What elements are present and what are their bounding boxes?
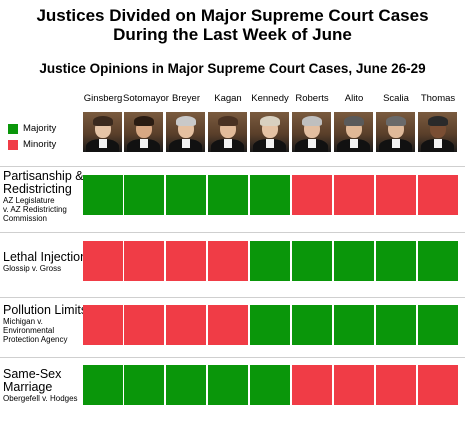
opinion-cell-alito-minority [334, 365, 374, 405]
portrait-collar [308, 139, 316, 148]
case-title-line: Marriage [3, 380, 53, 394]
justice-portrait-sotomayor [124, 112, 163, 152]
justice-name-sotomayor: Sotomayor [123, 93, 169, 104]
opinion-cell-breyer-majority [166, 175, 206, 215]
portrait-collar [434, 139, 442, 148]
portrait-collar [99, 139, 107, 148]
justice-portrait-scalia [376, 112, 415, 152]
justice-name-kagan: Kagan [214, 93, 242, 104]
chart-title-line-2: During the Last Week of June [113, 25, 352, 44]
case-citation-line: Glossip v. Gross [3, 264, 62, 273]
legend-swatch-minority [8, 140, 18, 150]
opinion-cell-scalia-minority [376, 175, 416, 215]
portrait-hair [218, 116, 238, 126]
justice-name-alito: Alito [344, 93, 364, 104]
opinion-cell-alito-majority [334, 241, 374, 281]
portrait-hair [302, 116, 322, 126]
case-title-line: Redistricting [3, 182, 72, 196]
opinion-cell-kagan-minority [208, 305, 248, 345]
opinion-cell-roberts-minority [292, 365, 332, 405]
portrait-collar [224, 139, 232, 148]
justice-name-scalia: Scalia [383, 93, 409, 104]
legend-swatch-majority [8, 124, 18, 134]
portrait-collar [266, 139, 274, 148]
case-title-line: Pollution Limits [3, 303, 88, 317]
portrait-hair [93, 116, 113, 126]
opinion-cell-alito-majority [334, 305, 374, 345]
portrait-hair [428, 116, 448, 126]
justice-portrait-breyer [166, 112, 205, 152]
portrait-hair [134, 116, 154, 126]
opinion-cell-sotomayor-minority [124, 241, 164, 281]
opinion-cell-breyer-minority [166, 305, 206, 345]
case-citation-line: Protection Agency [3, 335, 68, 344]
portrait-collar [350, 139, 358, 148]
opinion-cell-kennedy-majority [250, 175, 290, 215]
row-divider [0, 357, 465, 358]
justice-portrait-roberts [292, 112, 331, 152]
justice-portrait-kagan [208, 112, 247, 152]
portrait-hair [176, 116, 196, 126]
justice-name-ginsberg: Ginsberg [83, 93, 123, 104]
opinion-cell-thomas-majority [418, 241, 458, 281]
legend-label-majority: Majority [23, 123, 57, 134]
case-title-line: Same-Sex [3, 367, 62, 381]
opinion-cell-ginsberg-minority [83, 305, 123, 345]
justice-portrait-thomas [418, 112, 457, 152]
portrait-hair [344, 116, 364, 126]
opinion-cell-kagan-majority [208, 365, 248, 405]
justice-name-breyer: Breyer [172, 93, 200, 104]
opinion-cell-roberts-majority [292, 305, 332, 345]
row-divider [0, 297, 465, 298]
opinion-cell-roberts-majority [292, 241, 332, 281]
case-citation-line: Environmental [3, 326, 55, 335]
justice-name-kennedy: Kennedy [251, 93, 289, 104]
opinion-cell-ginsberg-majority [83, 175, 123, 215]
justice-portrait-kennedy [250, 112, 289, 152]
justice-portrait-alito [334, 112, 373, 152]
chart-title-line-1: Justices Divided on Major Supreme Court … [36, 6, 429, 25]
opinion-cell-roberts-minority [292, 175, 332, 215]
portrait-hair [386, 116, 406, 126]
legend-label-minority: Minority [23, 139, 57, 150]
opinion-cell-kennedy-majority [250, 305, 290, 345]
opinion-cell-kennedy-majority [250, 241, 290, 281]
opinion-cell-sotomayor-majority [124, 175, 164, 215]
portrait-collar [392, 139, 400, 148]
opinion-cell-alito-minority [334, 175, 374, 215]
case-citation-line: Commission [3, 214, 48, 223]
opinion-cell-ginsberg-majority [83, 365, 123, 405]
row-divider [0, 232, 465, 233]
case-citation-line: v. AZ Redistricting [3, 205, 67, 214]
opinion-cell-scalia-majority [376, 305, 416, 345]
opinion-cell-thomas-majority [418, 305, 458, 345]
case-citation-line: Obergefell v. Hodges [3, 394, 78, 403]
opinion-cell-scalia-minority [376, 365, 416, 405]
justice-name-roberts: Roberts [295, 93, 329, 104]
case-citation-line: AZ Legislature [3, 196, 55, 205]
chart-subtitle: Justice Opinions in Major Supreme Court … [39, 61, 426, 76]
opinion-cell-kagan-majority [208, 175, 248, 215]
case-citation-line: Michigan v. [3, 317, 43, 326]
portrait-hair [260, 116, 280, 126]
opinion-cell-ginsberg-minority [83, 241, 123, 281]
case-title-line: Lethal Injection [3, 250, 88, 264]
opinion-cell-breyer-minority [166, 241, 206, 281]
portrait-collar [182, 139, 190, 148]
row-divider [0, 166, 465, 167]
portrait-collar [140, 139, 148, 148]
opinion-cell-sotomayor-minority [124, 305, 164, 345]
opinion-cell-scalia-majority [376, 241, 416, 281]
opinion-cell-thomas-minority [418, 175, 458, 215]
justice-name-thomas: Thomas [420, 93, 456, 104]
opinion-cell-sotomayor-majority [124, 365, 164, 405]
opinion-cell-breyer-majority [166, 365, 206, 405]
case-title-line: Partisanship & [3, 169, 84, 183]
opinion-cell-kagan-minority [208, 241, 248, 281]
opinion-cell-thomas-minority [418, 365, 458, 405]
opinion-cell-kennedy-majority [250, 365, 290, 405]
justice-portrait-ginsberg [83, 112, 122, 152]
